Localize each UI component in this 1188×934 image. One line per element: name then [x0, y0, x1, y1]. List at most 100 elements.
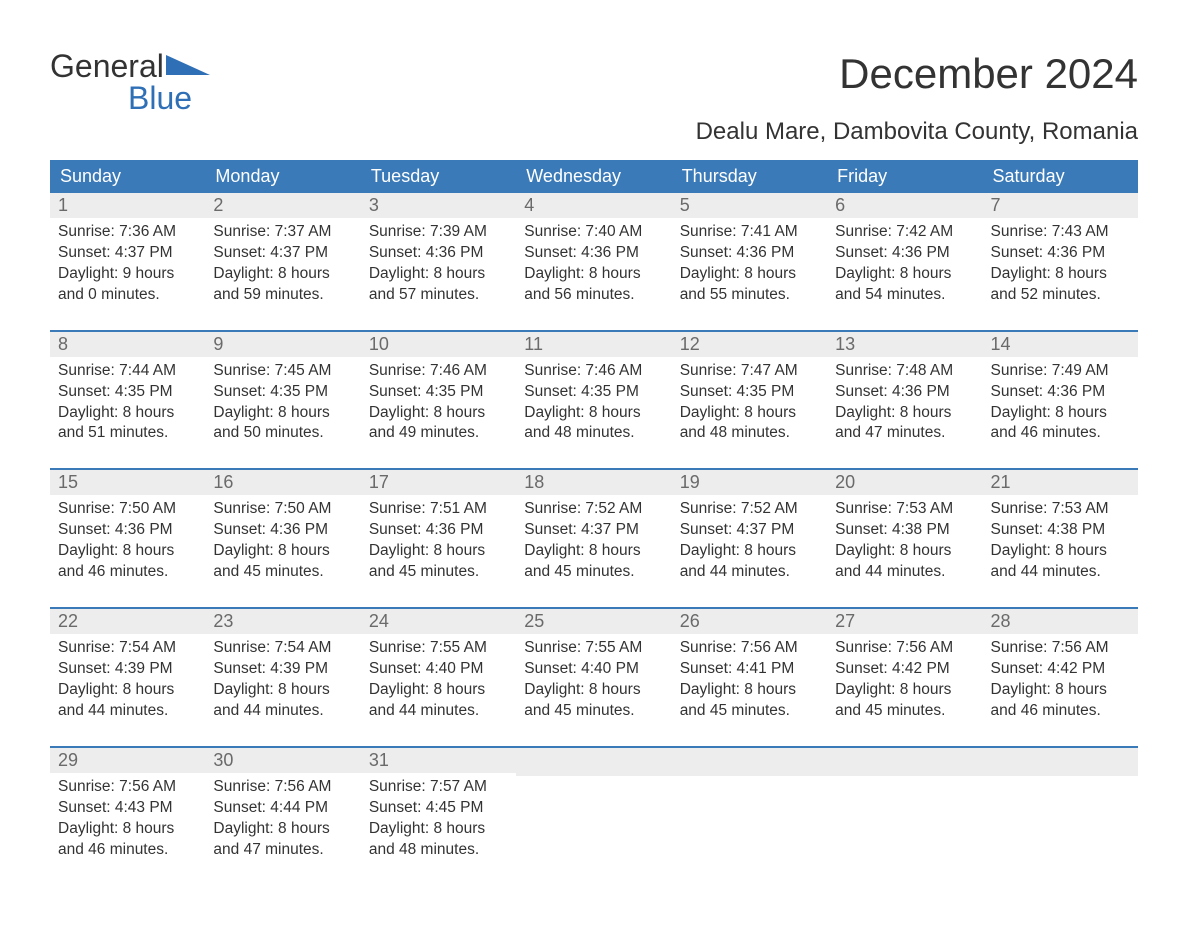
daylight-line-1: Daylight: 8 hours	[369, 680, 508, 701]
daylight-line-1: Daylight: 8 hours	[213, 819, 352, 840]
daylight-line-2: and 52 minutes.	[991, 285, 1130, 306]
sunrise-line: Sunrise: 7:54 AM	[213, 638, 352, 659]
day-number: 19	[672, 470, 827, 495]
daylight-line-1: Daylight: 8 hours	[991, 264, 1130, 285]
sunset-line: Sunset: 4:41 PM	[680, 659, 819, 680]
day-number: 25	[516, 609, 671, 634]
daylight-line-2: and 44 minutes.	[369, 701, 508, 722]
day-body: Sunrise: 7:54 AMSunset: 4:39 PMDaylight:…	[50, 634, 205, 722]
day-body: Sunrise: 7:47 AMSunset: 4:35 PMDaylight:…	[672, 357, 827, 445]
day-body: Sunrise: 7:53 AMSunset: 4:38 PMDaylight:…	[827, 495, 982, 583]
sunrise-line: Sunrise: 7:36 AM	[58, 222, 197, 243]
calendar-day: 7Sunrise: 7:43 AMSunset: 4:36 PMDaylight…	[983, 193, 1138, 306]
sunrise-line: Sunrise: 7:57 AM	[369, 777, 508, 798]
sunset-line: Sunset: 4:38 PM	[835, 520, 974, 541]
day-header-row: Sunday Monday Tuesday Wednesday Thursday…	[50, 160, 1138, 193]
daylight-line-1: Daylight: 8 hours	[991, 541, 1130, 562]
sunrise-line: Sunrise: 7:53 AM	[991, 499, 1130, 520]
daylight-line-1: Daylight: 8 hours	[680, 403, 819, 424]
day-header: Tuesday	[361, 160, 516, 193]
day-header: Saturday	[983, 160, 1138, 193]
sunrise-line: Sunrise: 7:56 AM	[213, 777, 352, 798]
day-number: 21	[983, 470, 1138, 495]
daylight-line-2: and 47 minutes.	[835, 423, 974, 444]
daylight-line-2: and 55 minutes.	[680, 285, 819, 306]
day-body: Sunrise: 7:55 AMSunset: 4:40 PMDaylight:…	[516, 634, 671, 722]
sunrise-line: Sunrise: 7:53 AM	[835, 499, 974, 520]
day-body: Sunrise: 7:56 AMSunset: 4:41 PMDaylight:…	[672, 634, 827, 722]
day-number: 17	[361, 470, 516, 495]
sunrise-line: Sunrise: 7:43 AM	[991, 222, 1130, 243]
calendar-day: 1Sunrise: 7:36 AMSunset: 4:37 PMDaylight…	[50, 193, 205, 306]
daylight-line-2: and 44 minutes.	[213, 701, 352, 722]
day-body: Sunrise: 7:48 AMSunset: 4:36 PMDaylight:…	[827, 357, 982, 445]
brand-name-2: Blue	[128, 80, 192, 116]
sunset-line: Sunset: 4:36 PM	[680, 243, 819, 264]
daylight-line-1: Daylight: 8 hours	[680, 264, 819, 285]
header: General Blue December 2024	[50, 50, 1138, 114]
daylight-line-1: Daylight: 8 hours	[369, 819, 508, 840]
sunset-line: Sunset: 4:36 PM	[991, 382, 1130, 403]
daylight-line-2: and 49 minutes.	[369, 423, 508, 444]
daylight-line-2: and 59 minutes.	[213, 285, 352, 306]
day-number: 11	[516, 332, 671, 357]
sunrise-line: Sunrise: 7:47 AM	[680, 361, 819, 382]
sunset-line: Sunset: 4:35 PM	[369, 382, 508, 403]
day-body: Sunrise: 7:54 AMSunset: 4:39 PMDaylight:…	[205, 634, 360, 722]
daylight-line-2: and 48 minutes.	[369, 840, 508, 861]
calendar-day: 21Sunrise: 7:53 AMSunset: 4:38 PMDayligh…	[983, 470, 1138, 583]
daylight-line-1: Daylight: 8 hours	[213, 680, 352, 701]
calendar-day: 2Sunrise: 7:37 AMSunset: 4:37 PMDaylight…	[205, 193, 360, 306]
daylight-line-1: Daylight: 8 hours	[58, 541, 197, 562]
calendar-day: 19Sunrise: 7:52 AMSunset: 4:37 PMDayligh…	[672, 470, 827, 583]
day-body: Sunrise: 7:56 AMSunset: 4:42 PMDaylight:…	[827, 634, 982, 722]
day-number: 7	[983, 193, 1138, 218]
sunrise-line: Sunrise: 7:56 AM	[991, 638, 1130, 659]
sunrise-line: Sunrise: 7:56 AM	[835, 638, 974, 659]
sunrise-line: Sunrise: 7:45 AM	[213, 361, 352, 382]
daylight-line-2: and 44 minutes.	[991, 562, 1130, 583]
daylight-line-2: and 44 minutes.	[835, 562, 974, 583]
daylight-line-2: and 45 minutes.	[213, 562, 352, 583]
calendar-day: 22Sunrise: 7:54 AMSunset: 4:39 PMDayligh…	[50, 609, 205, 722]
sunset-line: Sunset: 4:37 PM	[680, 520, 819, 541]
calendar-day: 4Sunrise: 7:40 AMSunset: 4:36 PMDaylight…	[516, 193, 671, 306]
sunset-line: Sunset: 4:35 PM	[524, 382, 663, 403]
day-body: Sunrise: 7:52 AMSunset: 4:37 PMDaylight:…	[516, 495, 671, 583]
sunrise-line: Sunrise: 7:39 AM	[369, 222, 508, 243]
daylight-line-1: Daylight: 8 hours	[58, 819, 197, 840]
day-body: Sunrise: 7:56 AMSunset: 4:42 PMDaylight:…	[983, 634, 1138, 722]
sunrise-line: Sunrise: 7:41 AM	[680, 222, 819, 243]
sunrise-line: Sunrise: 7:44 AM	[58, 361, 197, 382]
day-header: Thursday	[672, 160, 827, 193]
day-body: Sunrise: 7:56 AMSunset: 4:43 PMDaylight:…	[50, 773, 205, 861]
day-body: Sunrise: 7:45 AMSunset: 4:35 PMDaylight:…	[205, 357, 360, 445]
daylight-line-2: and 46 minutes.	[58, 562, 197, 583]
calendar: Sunday Monday Tuesday Wednesday Thursday…	[50, 160, 1138, 860]
calendar-day: 6Sunrise: 7:42 AMSunset: 4:36 PMDaylight…	[827, 193, 982, 306]
sunrise-line: Sunrise: 7:50 AM	[213, 499, 352, 520]
calendar-day: 28Sunrise: 7:56 AMSunset: 4:42 PMDayligh…	[983, 609, 1138, 722]
calendar-day: 25Sunrise: 7:55 AMSunset: 4:40 PMDayligh…	[516, 609, 671, 722]
day-number: 23	[205, 609, 360, 634]
daylight-line-1: Daylight: 8 hours	[835, 541, 974, 562]
daylight-line-1: Daylight: 8 hours	[680, 541, 819, 562]
daylight-line-2: and 45 minutes.	[524, 701, 663, 722]
day-body: Sunrise: 7:51 AMSunset: 4:36 PMDaylight:…	[361, 495, 516, 583]
sunset-line: Sunset: 4:42 PM	[835, 659, 974, 680]
calendar-day: 18Sunrise: 7:52 AMSunset: 4:37 PMDayligh…	[516, 470, 671, 583]
day-body: Sunrise: 7:37 AMSunset: 4:37 PMDaylight:…	[205, 218, 360, 306]
daylight-line-1: Daylight: 8 hours	[524, 680, 663, 701]
daylight-line-2: and 45 minutes.	[369, 562, 508, 583]
day-body: Sunrise: 7:50 AMSunset: 4:36 PMDaylight:…	[50, 495, 205, 583]
calendar-day: 29Sunrise: 7:56 AMSunset: 4:43 PMDayligh…	[50, 748, 205, 861]
calendar-day: 5Sunrise: 7:41 AMSunset: 4:36 PMDaylight…	[672, 193, 827, 306]
sunrise-line: Sunrise: 7:40 AM	[524, 222, 663, 243]
daylight-line-2: and 45 minutes.	[680, 701, 819, 722]
daylight-line-1: Daylight: 8 hours	[369, 403, 508, 424]
sunset-line: Sunset: 4:39 PM	[58, 659, 197, 680]
daylight-line-2: and 44 minutes.	[58, 701, 197, 722]
sunrise-line: Sunrise: 7:37 AM	[213, 222, 352, 243]
sunrise-line: Sunrise: 7:55 AM	[369, 638, 508, 659]
calendar-day: 10Sunrise: 7:46 AMSunset: 4:35 PMDayligh…	[361, 332, 516, 445]
